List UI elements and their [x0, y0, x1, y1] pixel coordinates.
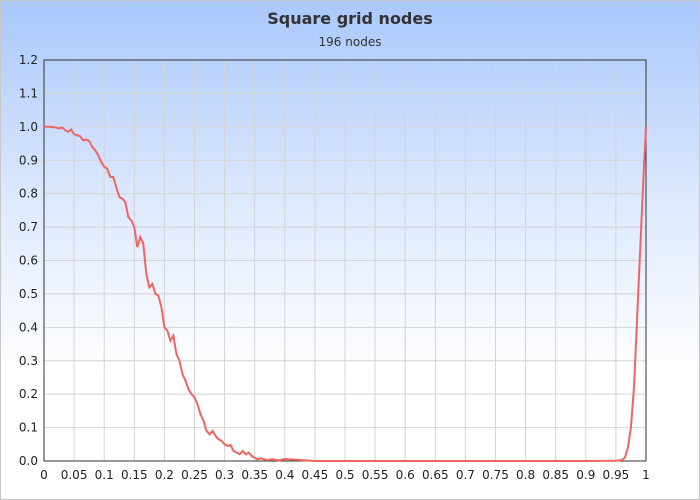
y-tick-label: 0.2 — [19, 387, 38, 401]
y-tick-label: 1.0 — [19, 120, 38, 134]
series-line — [44, 125, 647, 462]
y-tick-label: 0.0 — [19, 454, 38, 468]
y-tick-label: 0.4 — [19, 320, 38, 334]
x-tick-label: 1 — [642, 468, 650, 482]
y-tick-label: 0.5 — [19, 287, 38, 301]
x-tick-label: 0.35 — [241, 468, 268, 482]
chart-subtitle: 196 nodes — [318, 35, 382, 49]
x-tick-label: 0.05 — [61, 468, 88, 482]
x-tick-label: 0.55 — [362, 468, 389, 482]
y-tick-label: 0.8 — [19, 187, 38, 201]
x-tick-label: 0.9 — [576, 468, 595, 482]
x-tick-label: 0.5 — [335, 468, 354, 482]
x-axis-ticks: 0 0.05 0.1 0.15 0.2 0.25 0.3 0.35 0.4 0.45 0.5 0.55… — [40, 468, 650, 482]
y-tick-label: 0.9 — [19, 153, 38, 167]
y-tick-label: 0.1 — [19, 421, 38, 435]
y-tick-label: 0.7 — [19, 220, 38, 234]
x-tick-label: 0.15 — [121, 468, 148, 482]
x-tick-label: 0.6 — [396, 468, 415, 482]
y-tick-label: 0.6 — [19, 254, 38, 268]
x-tick-label: 0.45 — [302, 468, 329, 482]
x-tick-label: 0.7 — [456, 468, 475, 482]
x-tick-label: 0.65 — [422, 468, 449, 482]
x-tick-label: 0.95 — [603, 468, 630, 482]
y-axis-ticks: 0.0 0.1 0.2 0.3 0.4 0.5 0.6 0.7 0.8 0.9 1.0 1.1 1.2 — [19, 53, 38, 468]
x-tick-label: 0.3 — [215, 468, 234, 482]
y-tick-label: 1.2 — [19, 53, 38, 67]
x-tick-label: 0.1 — [95, 468, 114, 482]
grid — [43, 59, 647, 462]
x-tick-label: 0 — [40, 468, 48, 482]
x-tick-label: 0.2 — [155, 468, 174, 482]
x-tick-label: 0.8 — [516, 468, 535, 482]
x-tick-label: 0.4 — [275, 468, 294, 482]
x-tick-label: 0.85 — [542, 468, 569, 482]
chart-title: Square grid nodes — [267, 9, 433, 28]
x-tick-label: 0.75 — [482, 468, 509, 482]
x-tick-label: 0.25 — [181, 468, 208, 482]
y-tick-label: 1.1 — [19, 86, 38, 100]
y-tick-label: 0.3 — [19, 354, 38, 368]
